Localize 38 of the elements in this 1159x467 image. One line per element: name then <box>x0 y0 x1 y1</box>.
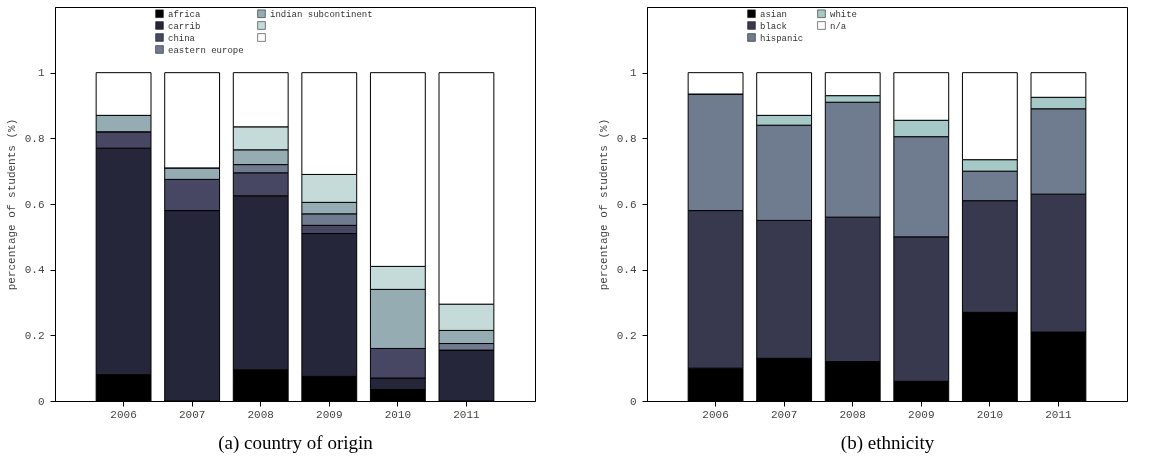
y-tick-label: 0.4 <box>24 264 45 277</box>
x-tick-label: 2008 <box>839 408 866 421</box>
legend-label: africa <box>168 9 201 20</box>
y-tick-label: 0.8 <box>616 132 637 145</box>
y-tick-label: 0 <box>37 395 45 408</box>
legend-label: black <box>760 21 788 32</box>
x-tick-label: 2011 <box>1045 408 1073 421</box>
x-tick-label: 2009 <box>316 408 343 421</box>
x-tick-label: 2006 <box>110 408 137 421</box>
x-tick-label: 2011 <box>453 408 481 421</box>
legend-label: indian subcontinent <box>270 9 373 20</box>
legend-label: hispanic <box>760 33 804 44</box>
y-tick-label: 0.6 <box>616 198 637 211</box>
x-axis-title: (a) country of origin <box>218 431 374 454</box>
legend-label: n/a <box>830 21 847 32</box>
x-tick-label: 2010 <box>976 408 1004 421</box>
x-tick-label: 2007 <box>178 408 206 421</box>
y-axis-title: percentage of students (%) <box>597 118 610 291</box>
legend-label: carrib <box>168 21 201 32</box>
x-tick-label: 2007 <box>770 408 798 421</box>
y-tick-label: 1 <box>37 67 45 80</box>
y-tick-label: 0.2 <box>616 329 637 342</box>
y-axis-title: percentage of students (%) <box>5 118 18 291</box>
y-tick-label: 0 <box>629 395 637 408</box>
y-tick-label: 1 <box>629 67 637 80</box>
y-tick-label: 0.6 <box>24 198 45 211</box>
legend-label: white <box>830 9 858 20</box>
legend-label: asian <box>760 9 788 20</box>
x-tick-label: 2008 <box>247 408 274 421</box>
y-tick-label: 0.4 <box>616 264 637 277</box>
x-tick-label: 2010 <box>384 408 412 421</box>
legend-label: china <box>168 33 196 44</box>
y-tick-label: 0.8 <box>24 132 45 145</box>
x-tick-label: 2006 <box>702 408 729 421</box>
x-axis-title: (b) ethnicity <box>840 431 935 454</box>
y-tick-label: 0.2 <box>24 329 45 342</box>
x-tick-label: 2009 <box>908 408 935 421</box>
legend-label: eastern europe <box>168 45 244 56</box>
